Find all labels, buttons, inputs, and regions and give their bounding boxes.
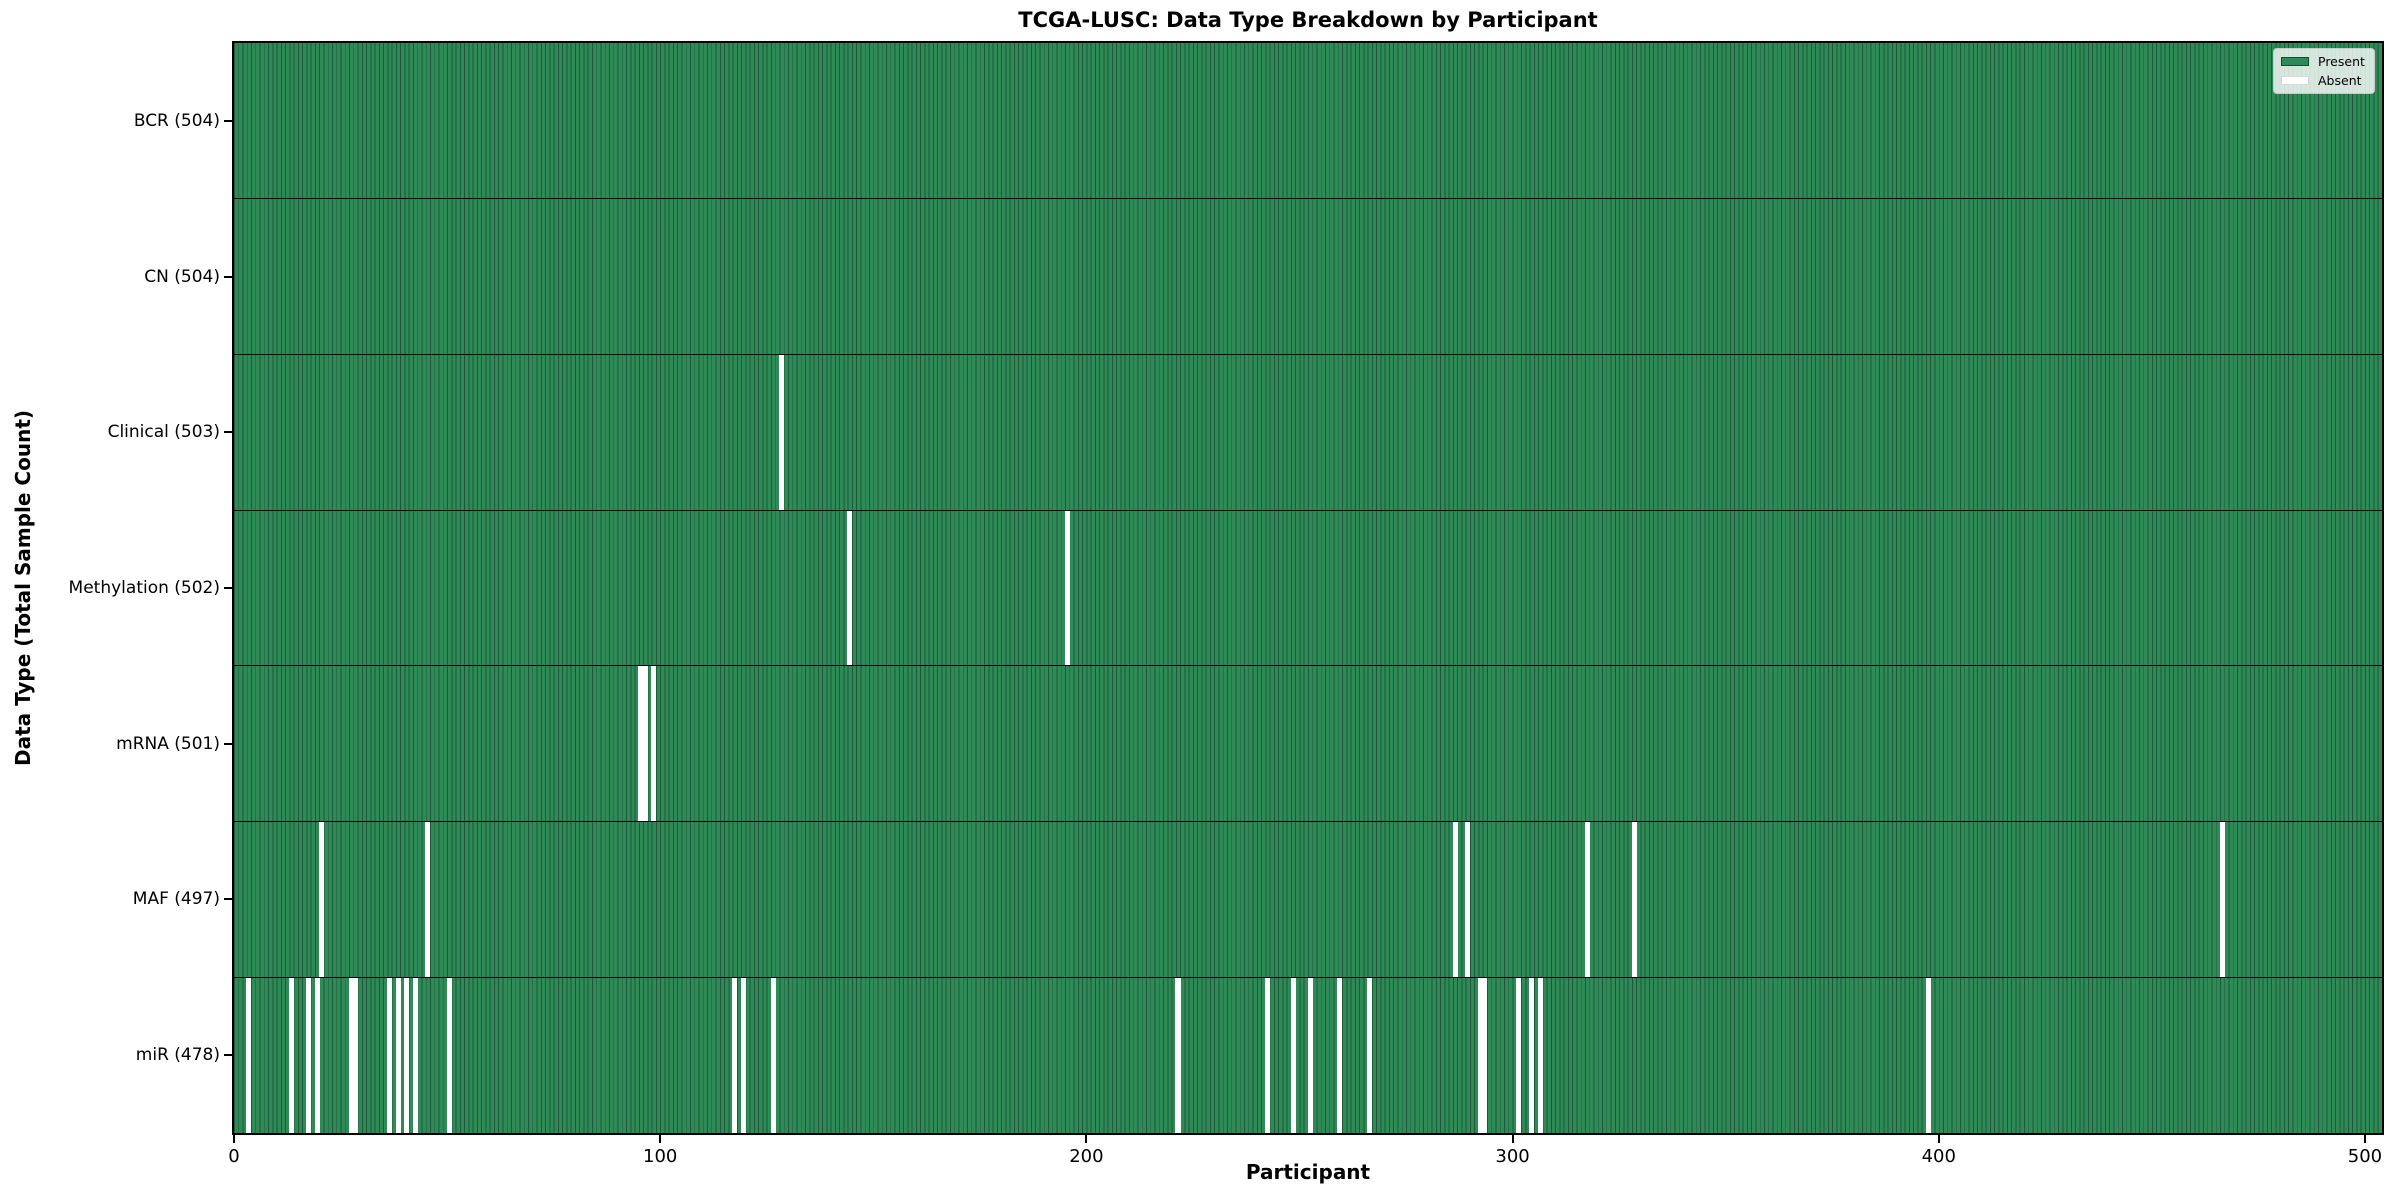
absent-mark: [1452, 821, 1458, 978]
absent-mark: [1367, 977, 1373, 1133]
y-tick-mark: [224, 742, 232, 745]
legend-swatch-icon: [2281, 57, 2309, 66]
row-separator: [234, 976, 2382, 978]
presence-matrix: [234, 43, 2382, 1133]
data-row-BCR: [234, 43, 2382, 199]
absent-mark: [1337, 977, 1343, 1133]
y-tick-mark: [224, 275, 232, 278]
x-tick-label: 500: [2347, 1146, 2383, 1167]
x-tick-label: 0: [228, 1146, 240, 1167]
absent-mark: [318, 821, 324, 978]
row-separator: [234, 665, 2382, 667]
absent-mark: [348, 977, 354, 1133]
row-separator: [234, 198, 2382, 200]
absent-mark: [1529, 977, 1535, 1133]
absent-mark: [387, 977, 393, 1133]
absent-mark: [740, 977, 746, 1133]
chart-title: TCGA-LUSC: Data Type Breakdown by Partic…: [1018, 8, 1598, 32]
x-tick-mark: [659, 1135, 662, 1143]
y-axis-label: Data Type (Total Sample Count): [11, 409, 35, 767]
absent-mark: [314, 977, 320, 1133]
x-tick-mark: [1085, 1135, 1088, 1143]
absent-mark: [1584, 821, 1590, 978]
absent-mark: [1175, 977, 1181, 1133]
absent-mark: [638, 665, 644, 822]
x-tick-label: 200: [1069, 1146, 1104, 1167]
absent-mark: [1482, 977, 1488, 1133]
absent-mark: [446, 977, 452, 1133]
absent-mark: [1307, 977, 1313, 1133]
y-tick-mark: [224, 119, 232, 122]
absent-mark: [1290, 977, 1296, 1133]
absent-mark: [2219, 821, 2225, 978]
data-row-MAF: [234, 821, 2382, 978]
row-separator: [234, 509, 2382, 511]
legend-item-present: Present: [2281, 55, 2365, 68]
row-separator: [234, 353, 2382, 355]
absent-mark: [246, 977, 252, 1133]
data-row-Methylation: [234, 510, 2382, 666]
x-tick-label: 100: [643, 1146, 678, 1167]
absent-mark: [1465, 821, 1471, 978]
absent-mark: [642, 665, 648, 822]
absent-mark: [1516, 977, 1522, 1133]
absent-mark: [352, 977, 358, 1133]
x-axis-label: Participant: [1245, 1160, 1371, 1184]
data-row-Clinical: [234, 354, 2382, 511]
absent-mark: [395, 977, 401, 1133]
y-tick-label-MAF: MAF (497): [132, 889, 220, 910]
y-tick-label-CN: CN (504): [144, 266, 220, 287]
absent-mark: [425, 821, 431, 978]
data-row-mRNA: [234, 665, 2382, 822]
absent-mark: [770, 977, 776, 1133]
absent-mark: [1478, 977, 1484, 1133]
absent-mark: [732, 977, 738, 1133]
data-row-miR: [234, 977, 2382, 1133]
y-tick-label-Clinical: Clinical (503): [107, 422, 220, 443]
legend-label: Present: [2318, 54, 2365, 69]
y-tick-mark: [224, 898, 232, 901]
legend: Present Absent: [2273, 48, 2375, 94]
absent-mark: [779, 354, 785, 511]
legend-label: Absent: [2318, 73, 2362, 88]
plot-area: [232, 41, 2384, 1135]
x-tick-label: 300: [1495, 1146, 1530, 1167]
x-tick-mark: [1937, 1135, 1940, 1143]
row-separator: [234, 821, 2382, 823]
y-tick-label-miR: miR (478): [135, 1045, 220, 1066]
legend-swatch-icon: [2281, 76, 2309, 85]
x-tick-mark: [2363, 1135, 2366, 1143]
absent-mark: [1264, 977, 1271, 1133]
absent-mark: [651, 665, 657, 822]
y-tick-label-Methylation: Methylation (502): [68, 578, 220, 598]
legend-item-absent: Absent: [2281, 74, 2365, 87]
absent-mark: [404, 977, 410, 1133]
absent-mark: [1064, 510, 1070, 666]
x-tick-label: 400: [1921, 1146, 1956, 1167]
y-tick-mark: [224, 1054, 232, 1057]
absent-mark: [412, 977, 418, 1133]
data-row-CN: [234, 198, 2382, 355]
absent-mark: [1925, 977, 1931, 1133]
absent-mark: [1537, 977, 1543, 1133]
y-tick-label-mRNA: mRNA (501): [116, 733, 220, 754]
absent-mark: [306, 977, 312, 1133]
y-tick-label-BCR: BCR (504): [133, 110, 220, 131]
x-tick-mark: [1511, 1135, 1514, 1143]
y-tick-mark: [224, 587, 232, 589]
y-tick-mark: [224, 431, 232, 434]
x-tick-mark: [233, 1135, 235, 1143]
absent-mark: [1631, 821, 1637, 978]
absent-mark: [289, 977, 295, 1133]
absent-mark: [847, 510, 853, 666]
